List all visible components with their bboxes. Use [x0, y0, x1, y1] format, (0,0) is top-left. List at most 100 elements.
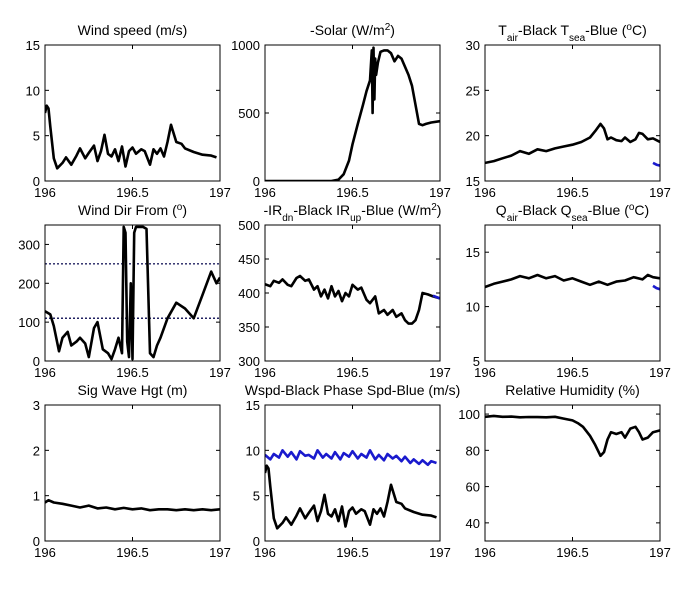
x-tick-label: 196	[474, 545, 496, 560]
y-tick-label: 0	[33, 534, 40, 549]
series-line-0	[45, 104, 217, 170]
x-tick-label: 197	[209, 185, 231, 200]
x-tick-label: 197	[649, 365, 671, 380]
axes-box	[264, 224, 441, 362]
title-segment: -Solar (W/m	[310, 22, 385, 38]
y-tick-label: 200	[18, 276, 40, 291]
title-segment: -Blue (	[588, 202, 630, 218]
y-tick-label: 100	[18, 315, 40, 330]
y-tick-label: 400	[238, 286, 260, 301]
y-tick-label: 500	[238, 106, 260, 121]
x-tick-label: 196.5	[556, 365, 589, 380]
x-tick-label: 197	[209, 545, 231, 560]
title-segment: C)	[634, 202, 649, 218]
panel-solar: -Solar (W/m2) 196 196.5 197 0 500 1000	[231, 22, 451, 201]
panel-title: Wind speed (m/s)	[78, 22, 188, 38]
title-segment: C)	[632, 22, 647, 38]
y-tick-label: 2	[33, 443, 40, 458]
title-segment: 2	[385, 22, 391, 33]
y-tick-label: 500	[238, 218, 260, 233]
x-tick-label: 197	[429, 545, 451, 560]
x-tick-label: 196.5	[556, 545, 589, 560]
title-segment: )	[182, 202, 187, 218]
y-tick-label: 40	[466, 516, 480, 531]
x-tick-label: 197	[209, 365, 231, 380]
title-segment: Q	[496, 202, 507, 218]
series-line-0	[265, 448, 437, 467]
panel-title: Qair-Black Qsea-Blue (oC)	[496, 202, 649, 224]
y-tick-label: 15	[466, 245, 480, 260]
x-tick-label: 196.5	[336, 185, 369, 200]
series-line-1	[265, 464, 437, 530]
x-tick-label: 196	[254, 545, 276, 560]
title-segment: dn	[282, 213, 293, 224]
title-segment: air	[507, 33, 519, 44]
y-tick-label: 10	[246, 443, 260, 458]
panel-title: Sig Wave Hgt (m)	[78, 382, 188, 398]
title-segment: -IR	[264, 202, 283, 218]
axes-box	[484, 44, 661, 182]
y-tick-label: 5	[33, 129, 40, 144]
y-tick-label: 0	[253, 534, 260, 549]
series-line-0	[485, 414, 660, 458]
panel-title: Wspd-Black Phase Spd-Blue (m/s)	[245, 382, 461, 398]
title-segment: )	[390, 22, 395, 38]
x-tick-label: 196	[34, 545, 56, 560]
series-line-0	[265, 274, 440, 325]
x-tick-label: 197	[429, 185, 451, 200]
y-tick-label: 450	[238, 252, 260, 267]
x-tick-label: 196	[34, 365, 56, 380]
panel-title: -IRdn-Black IRup-Blue (W/m2)	[264, 202, 442, 224]
panel-title: Wind Dir From (o)	[78, 202, 187, 219]
title-segment: o	[177, 202, 183, 213]
title-segment: sea	[572, 213, 589, 224]
title-segment: T	[498, 22, 507, 38]
title-segment: o	[629, 202, 635, 213]
x-tick-label: 196	[254, 185, 276, 200]
panel-ir: -IRdn-Black IRup-Blue (W/m2) 196 196.5 197 3…	[238, 202, 451, 381]
series-line-0	[45, 498, 220, 512]
panel-wind-speed: Wind speed (m/s) 196 196.5 197 0 5 10 15	[26, 22, 231, 200]
y-tick-label: 5	[473, 354, 480, 369]
title-segment: -Black IR	[293, 202, 350, 218]
title-segment: )	[437, 202, 442, 218]
axes-box	[264, 44, 441, 182]
y-tick-label: 1000	[231, 38, 260, 53]
x-tick-label: 196.5	[336, 365, 369, 380]
x-tick-label: 196.5	[116, 365, 149, 380]
y-tick-label: 3	[33, 398, 40, 413]
title-segment: Wind speed (m/s)	[78, 22, 188, 38]
x-tick-label: 196	[34, 185, 56, 200]
series-line-1	[432, 294, 440, 300]
title-segment: Relative Humidity (%)	[505, 382, 640, 398]
y-tick-label: 15	[246, 398, 260, 413]
x-tick-label: 196	[254, 365, 276, 380]
panel-t-air-sea: Tair-Black Tsea-Blue (oC) 196 196.5 197 15 20…	[466, 22, 671, 201]
series-line-0	[485, 122, 660, 165]
axes-box	[484, 224, 661, 362]
panel-rel-humidity: Relative Humidity (%) 196 196.5 197 40 60 80 10…	[458, 382, 671, 560]
axes-box	[264, 404, 441, 542]
x-tick-label: 197	[649, 545, 671, 560]
x-tick-label: 197	[429, 365, 451, 380]
title-segment: Wind Dir From (	[78, 202, 177, 218]
y-tick-label: 0	[253, 174, 260, 189]
y-tick-label: 5	[253, 489, 260, 504]
y-tick-label: 300	[238, 354, 260, 369]
x-tick-label: 197	[649, 185, 671, 200]
series-line-0	[265, 46, 440, 181]
series-line-1	[652, 161, 660, 167]
y-tick-label: 10	[26, 83, 40, 98]
title-segment: -Black T	[518, 22, 570, 38]
y-tick-label: 10	[466, 300, 480, 315]
x-tick-label: 196.5	[336, 545, 369, 560]
title-segment: sea	[569, 33, 586, 44]
axes-box	[44, 404, 221, 542]
y-tick-label: 15	[466, 174, 480, 189]
y-tick-label: 20	[466, 129, 480, 144]
title-segment: air	[507, 213, 519, 224]
x-tick-label: 196	[474, 365, 496, 380]
y-tick-label: 0	[33, 354, 40, 369]
x-tick-label: 196.5	[556, 185, 589, 200]
